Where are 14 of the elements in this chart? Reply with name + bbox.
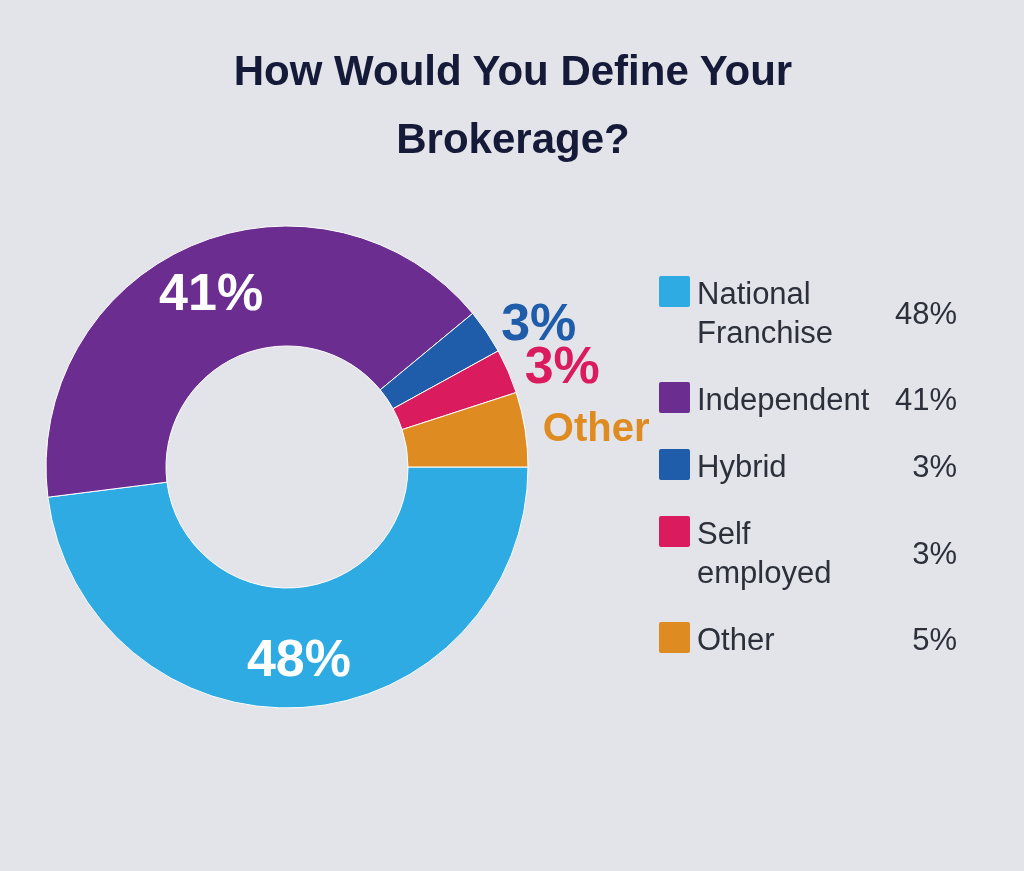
text: 48%: [894, 295, 957, 331]
legend-label: Other: [697, 622, 775, 657]
slice-label: Other: [542, 404, 650, 449]
data-label: 48%: [246, 629, 352, 688]
data-label: 5%: [912, 622, 957, 657]
legend-label: National Franchise: [697, 276, 834, 350]
text: 41%: [894, 382, 957, 417]
data-label: 41%: [159, 263, 264, 322]
text: 3%: [912, 535, 957, 571]
text: 3%: [912, 449, 957, 484]
legend-label: Independent: [697, 382, 870, 417]
chart-title: How Would You Define Your Brokerage?: [233, 47, 793, 162]
legend-label: Self employed: [697, 516, 832, 590]
legend-label: Hybrid: [697, 449, 787, 484]
